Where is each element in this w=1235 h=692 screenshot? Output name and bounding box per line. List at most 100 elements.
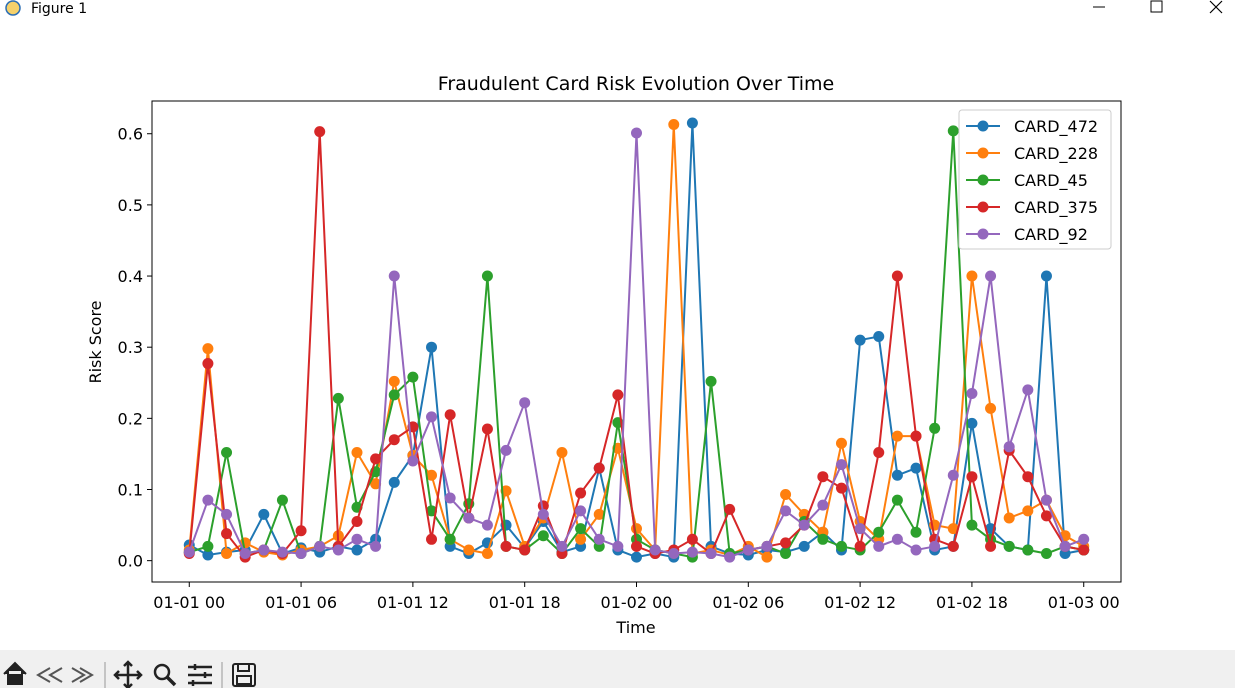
x-tick-label: 01-02 06: [712, 593, 784, 612]
marker: [985, 540, 997, 552]
marker: [1040, 270, 1052, 282]
maximize-button[interactable]: [1150, 0, 1163, 13]
marker: [985, 402, 997, 414]
marker: [481, 519, 493, 531]
legend-marker: [977, 201, 989, 213]
legend-label: CARD_472: [1014, 117, 1098, 137]
marker: [593, 508, 605, 520]
marker: [388, 434, 400, 446]
marker: [1059, 540, 1071, 552]
marker: [426, 341, 438, 353]
zoom-button[interactable]: [153, 663, 177, 687]
marker: [780, 548, 792, 560]
marker: [910, 462, 922, 474]
marker: [388, 389, 400, 401]
marker: [202, 494, 214, 506]
marker: [686, 546, 698, 558]
marker: [761, 540, 773, 552]
marker: [314, 540, 326, 552]
forward-button[interactable]: [71, 667, 94, 683]
pan-button[interactable]: [113, 660, 143, 690]
marker: [985, 270, 997, 282]
x-tick-label: 01-02 12: [824, 593, 896, 612]
x-tick-label: 01-01 12: [377, 593, 449, 612]
marker: [966, 519, 978, 531]
marker: [910, 526, 922, 538]
save-button[interactable]: [232, 663, 256, 687]
legend-label: CARD_228: [1014, 144, 1098, 164]
marker: [426, 411, 438, 423]
marker: [966, 471, 978, 483]
chart-title: Fraudulent Card Risk Evolution Over Time: [438, 73, 834, 95]
marker: [947, 523, 959, 535]
series: [183, 118, 1090, 563]
marker: [258, 544, 270, 556]
marker: [407, 371, 419, 383]
marker: [668, 548, 680, 560]
marker: [481, 548, 493, 560]
y-tick-label: 0.5: [118, 196, 143, 215]
marker: [332, 544, 344, 556]
x-tick-label: 01-02 00: [601, 593, 673, 612]
marker: [873, 331, 885, 343]
marker: [1022, 384, 1034, 396]
marker: [519, 544, 531, 556]
marker: [780, 537, 792, 549]
marker: [593, 462, 605, 474]
toolbar: [0, 650, 1235, 690]
marker: [705, 548, 717, 560]
marker: [817, 471, 829, 483]
marker: [370, 453, 382, 465]
close-button[interactable]: [1209, 0, 1223, 14]
marker: [537, 530, 549, 542]
marker: [705, 375, 717, 387]
marker: [835, 437, 847, 449]
marker: [426, 469, 438, 481]
marker: [426, 533, 438, 545]
legend-box: [958, 109, 1112, 250]
marker: [575, 533, 587, 545]
legend-marker: [977, 147, 989, 159]
marker: [873, 447, 885, 458]
chart: Fraudulent Card Risk Evolution Over Time…: [86, 73, 1122, 637]
marker: [612, 540, 624, 552]
marker: [873, 526, 885, 538]
marker: [686, 117, 698, 129]
marker: [1040, 494, 1052, 506]
marker: [929, 422, 941, 434]
marker: [370, 478, 382, 490]
series: [183, 126, 1090, 563]
marker: [1022, 505, 1034, 517]
marker: [221, 447, 233, 458]
marker: [1003, 540, 1015, 552]
marker: [817, 499, 829, 511]
marker: [668, 118, 680, 130]
configure-button[interactable]: [188, 664, 212, 686]
marker: [575, 505, 587, 517]
marker: [221, 528, 233, 540]
marker: [1078, 544, 1090, 556]
marker: [295, 548, 307, 560]
marker: [966, 417, 978, 429]
marker: [854, 540, 866, 552]
marker: [537, 508, 549, 520]
plot-frame: [151, 100, 1122, 583]
legend-marker: [977, 174, 989, 186]
marker: [612, 389, 624, 401]
home-button[interactable]: [3, 661, 27, 685]
marker: [426, 505, 438, 517]
back-button[interactable]: [36, 667, 63, 683]
marker: [351, 544, 363, 556]
marker: [202, 358, 214, 370]
marker: [1040, 510, 1052, 522]
marker: [798, 540, 810, 552]
marker: [500, 540, 512, 552]
marker: [724, 551, 736, 563]
series: [183, 125, 1090, 563]
marker: [388, 476, 400, 488]
y-axis-label: Risk Score: [86, 300, 105, 383]
marker: [463, 544, 475, 556]
marker: [556, 540, 568, 552]
marker: [500, 444, 512, 456]
